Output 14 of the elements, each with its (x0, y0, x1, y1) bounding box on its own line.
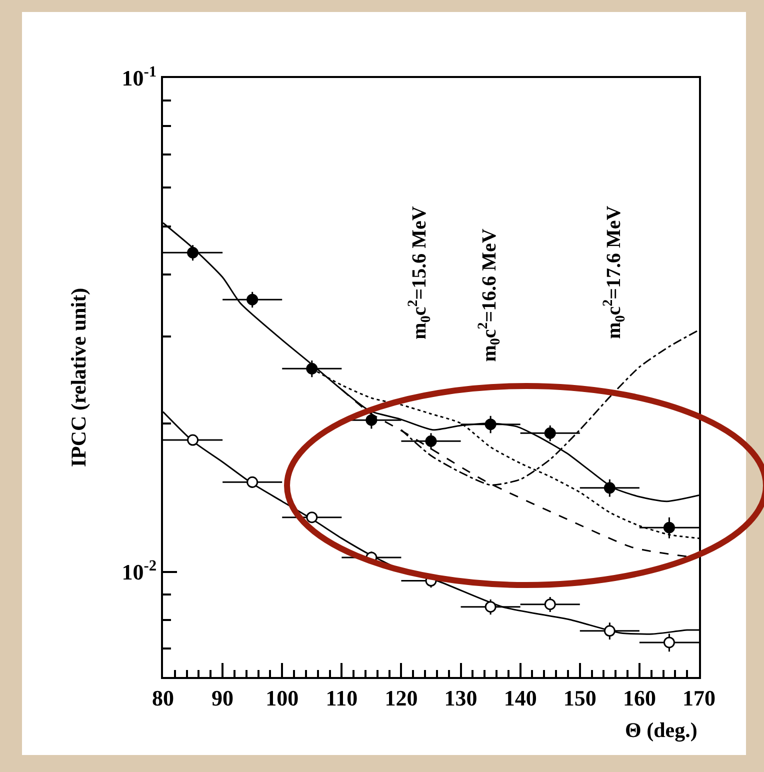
x-tick-label: 150 (563, 685, 596, 710)
x-tick-label: 90 (212, 685, 234, 710)
x-tick-label: 160 (622, 685, 656, 710)
x-tick-label: 130 (444, 685, 478, 710)
x-tick-label: 100 (266, 685, 299, 710)
x-tick-label: 110 (326, 685, 358, 710)
y-tick-label: 10$^{-1}$ (122, 63, 157, 91)
x-tick-label: 80 (152, 685, 174, 710)
x-tick-label: 170 (682, 685, 716, 710)
y-axis-title: IPCC (relative unit) (66, 288, 90, 468)
x-tick-label: 140 (504, 685, 537, 710)
y-tick-label: 10$^{-2}$ (122, 557, 157, 585)
x-axis-title: Θ (deg.) (625, 718, 698, 742)
x-tick-label: 120 (384, 685, 418, 710)
